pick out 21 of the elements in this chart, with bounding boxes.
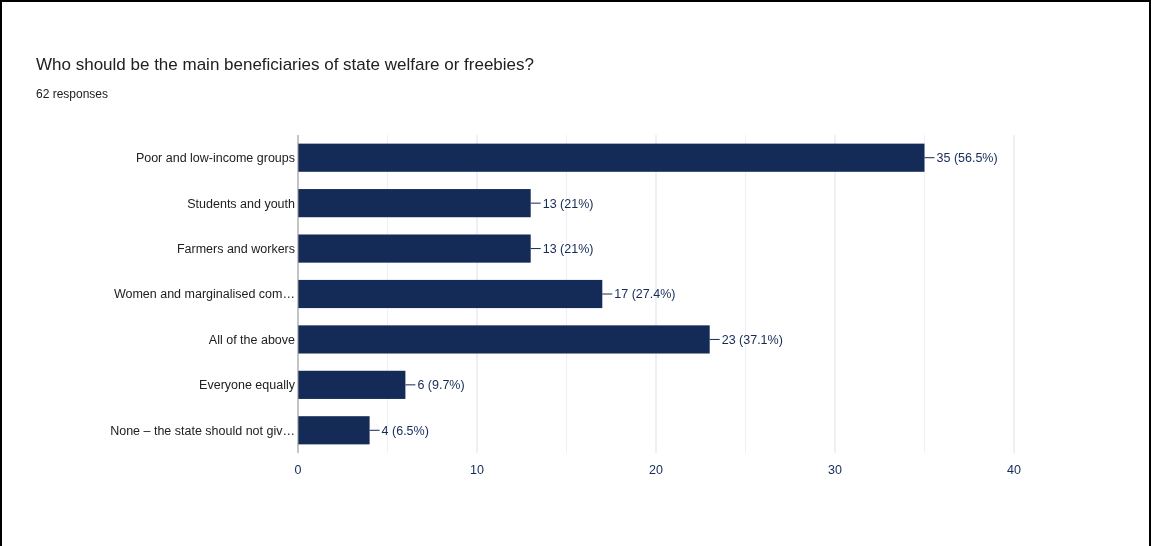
x-tick-label: 30 [828, 463, 842, 477]
y-tick-label: Women and marginalised com… [113, 287, 295, 302]
x-tick-label: 10 [470, 463, 484, 477]
data-label: 13 (21%) [542, 196, 594, 211]
y-tick-label: Poor and low-income groups [135, 151, 295, 166]
data-label: 6 (9.7%) [417, 378, 465, 393]
data-label: 13 (21%) [542, 241, 594, 256]
data-label: 35 (56.5%) [936, 151, 998, 166]
data-label: 23 (37.1%) [721, 332, 783, 347]
text: 62 responses [36, 87, 109, 101]
x-tick-label: 40 [1007, 463, 1021, 477]
x-tick-label: 0 [294, 463, 302, 477]
data-label: 4 (6.5%) [381, 423, 429, 438]
y-tick-label: All of the above [208, 332, 296, 347]
y-tick-label: Everyone equally [199, 378, 296, 393]
chart-title: Who should be the main beneficiaries of state welfare or freebies? [36, 55, 534, 74]
y-tick-label: None – the state should not giv… [110, 423, 295, 438]
x-tick-label: 20 [649, 463, 663, 477]
y-tick-label: Farmers and workers [176, 241, 295, 256]
y-tick-label: Students and youth [187, 196, 296, 211]
data-label: 17 (27.4%) [614, 287, 676, 302]
